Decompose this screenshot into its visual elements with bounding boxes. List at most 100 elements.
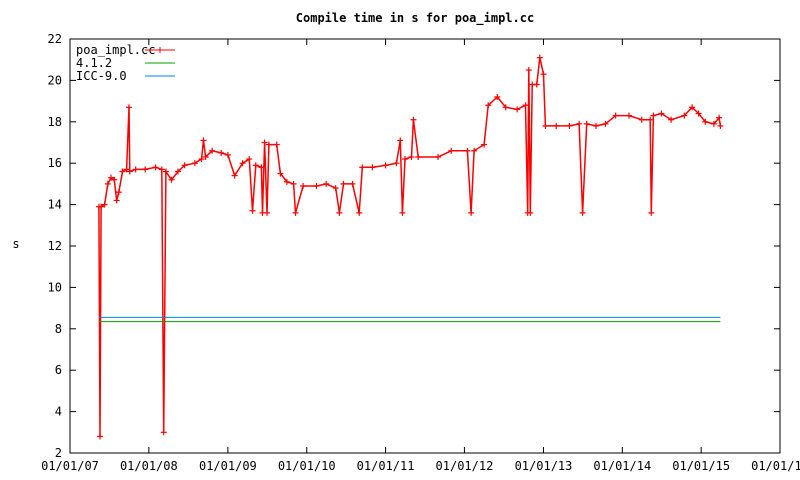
legend-label: 4.1.2 (76, 56, 112, 70)
data-point (602, 120, 609, 127)
data-point (415, 153, 422, 160)
data-point (249, 207, 256, 214)
data-point (668, 116, 675, 123)
x-tick-label: 01/01/11 (357, 459, 415, 473)
y-tick-label: 12 (48, 239, 62, 253)
y-tick-label: 4 (55, 405, 62, 419)
data-point (583, 120, 590, 127)
data-point (402, 156, 409, 163)
data-point (468, 209, 475, 216)
data-point (168, 176, 175, 183)
data-point (359, 164, 366, 171)
data-point (175, 168, 182, 175)
data-point (181, 162, 188, 169)
data-point (710, 120, 717, 127)
series-line (98, 57, 722, 437)
data-point (97, 433, 104, 440)
data-point (410, 116, 417, 123)
data-point (525, 67, 532, 74)
data-point (612, 112, 619, 119)
data-point (191, 160, 198, 167)
data-point (340, 180, 347, 187)
data-point (126, 168, 133, 175)
data-point (369, 164, 376, 171)
data-point (448, 147, 455, 154)
data-point (553, 122, 560, 129)
data-point (132, 166, 139, 173)
data-point (152, 164, 159, 171)
y-tick-label: 10 (48, 280, 62, 294)
data-point (290, 180, 297, 187)
data-point (527, 209, 534, 216)
data-point (104, 180, 111, 187)
data-point (399, 209, 406, 216)
data-point (522, 102, 529, 109)
data-point (494, 93, 501, 100)
data-point (533, 81, 540, 88)
axis-ticks: 2 4 6 8 10 12 14 16 18 20 22 01/01/07 01/01/08 01/01/… (41, 32, 800, 473)
x-tick-label: 01/01/09 (199, 459, 257, 473)
data-point (638, 116, 645, 123)
data-point (142, 166, 149, 173)
data-point (246, 156, 253, 163)
y-tick-label: 22 (48, 32, 62, 46)
data-point (650, 112, 657, 119)
data-point (502, 104, 509, 111)
data-point (292, 209, 299, 216)
data-point (300, 182, 307, 189)
data-point (224, 151, 231, 158)
data-point (239, 160, 246, 167)
data-point (566, 122, 573, 129)
data-point (540, 71, 547, 78)
data-point (313, 182, 320, 189)
legend-label: poa_impl.cc (76, 43, 155, 57)
data-point (158, 166, 165, 173)
data-point (252, 162, 259, 169)
data-point (408, 153, 415, 160)
y-axis-label: s (12, 237, 19, 251)
data-point (115, 189, 122, 196)
data-point (160, 429, 167, 436)
data-point (273, 141, 280, 148)
data-point (658, 110, 665, 117)
data-point (536, 54, 543, 61)
x-tick-label: 01/01/07 (41, 459, 99, 473)
data-point (485, 102, 492, 109)
data-point (263, 209, 270, 216)
data-point (108, 174, 115, 181)
data-point (98, 203, 105, 210)
data-point (542, 122, 549, 129)
data-point (209, 147, 216, 154)
data-point (576, 120, 583, 127)
data-point (592, 122, 599, 129)
data-point (464, 147, 471, 154)
data-point (356, 209, 363, 216)
data-point (119, 168, 126, 175)
series-layer (95, 54, 724, 440)
data-point (695, 110, 702, 117)
data-point (231, 172, 238, 179)
y-tick-label: 8 (55, 322, 62, 336)
data-point (101, 201, 108, 208)
data-point (258, 164, 265, 171)
data-point (277, 170, 284, 177)
data-point (647, 116, 654, 123)
data-point (332, 185, 339, 192)
data-point (111, 176, 118, 183)
data-point (689, 104, 696, 111)
y-tick-label: 2 (55, 446, 62, 460)
chart-title: Compile time in s for poa_impl.cc (296, 11, 534, 26)
data-point (716, 114, 723, 121)
data-point (123, 166, 130, 173)
data-point (349, 180, 356, 187)
y-tick-label: 6 (55, 363, 62, 377)
data-point (125, 104, 132, 111)
x-tick-label: 01/01/15 (672, 459, 730, 473)
x-tick-label: 01/01/13 (515, 459, 573, 473)
data-point (648, 209, 655, 216)
data-point (514, 106, 521, 113)
x-tick-label: 01/01/08 (120, 459, 178, 473)
data-point (579, 209, 586, 216)
x-tick-label: 01/01/14 (593, 459, 651, 473)
